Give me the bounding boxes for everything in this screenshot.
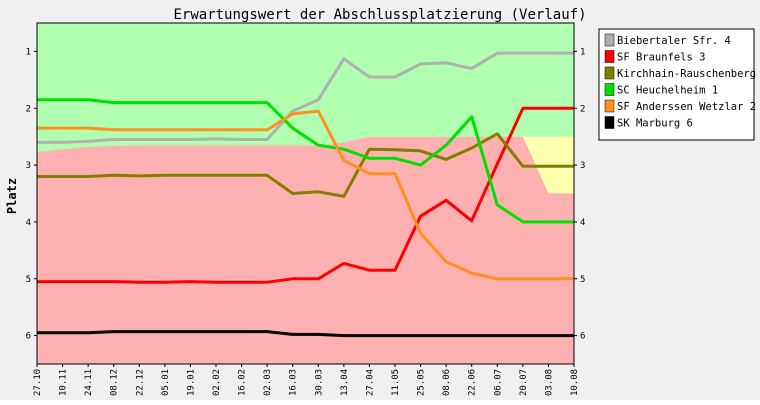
series-line-3 [37,132,574,198]
series-line-2 [37,106,574,284]
legend-label-3: Kirchhain-Rauschenberg [617,68,756,80]
series-line-4 [37,98,574,224]
legend: Biebertaler Sfr. 4 SF Braunfels 3 Kirchhai… [598,28,756,141]
y-axis-label: Platz [5,178,19,214]
x-tick-label: 08.06 [442,369,452,396]
x-tick-label: 06.07 [493,369,503,396]
x-tick-label: 02.03 [263,369,273,396]
y-tick-label-right: 2 [580,104,585,114]
legend-label-5: SF Anderssen Wetzlar 2 [617,101,756,113]
x-tick-label: 10.11 [59,369,69,396]
y-tick-label-left: 3 [26,161,31,171]
x-tick-label: 03.08 [544,369,554,396]
y-tick-label-right: 5 [580,275,585,285]
x-tick-label: 25.05 [417,369,427,396]
legend-label-1: Biebertaler Sfr. 4 [617,35,731,47]
legend-swatch-5 [604,99,615,113]
x-tick-label: 16.03 [289,369,299,396]
x-tick-label: 16.02 [238,369,248,396]
y-tick-label-left: 4 [26,218,31,228]
legend-swatch-1 [604,33,615,47]
legend-label-4: SC Heuchelheim 1 [617,85,718,97]
x-tick-label: 08.12 [110,369,120,396]
x-tick-label: 22.12 [135,369,145,396]
x-tick-label: 20.07 [519,369,529,396]
x-tick-label: 27.04 [365,369,375,396]
legend-swatch-3 [604,66,615,80]
series-layer [37,51,574,338]
y-tick-label-left: 2 [26,104,31,114]
yticks-layer: 1 1 2 2 3 3 4 4 5 5 6 6 [26,47,586,341]
y-tick-label-right: 6 [580,332,585,342]
plot-frame [36,22,575,365]
chart-title: Erwartungswert der Abschlussplatzierung … [173,7,586,23]
y-tick-label-right: 4 [580,218,585,228]
y-tick-label-left: 6 [26,332,31,342]
x-tick-label: 24.11 [84,369,94,396]
zone-aufstieg [37,23,574,153]
legend-box [598,28,755,141]
x-tick-label: 22.06 [468,369,478,396]
x-tick-label: 11.05 [391,369,401,396]
xticks-layer: 27.10 10.11 24.11 08.12 22.12 05.01 19.01 02.02… [33,364,580,396]
legend-label-6: SK Marburg 6 [617,118,693,130]
series-line-5 [37,109,574,281]
y-tick-label-left: 1 [26,47,31,57]
x-tick-label: 10.08 [570,369,580,396]
series-line-1 [37,51,574,144]
x-tick-label: 02.02 [212,369,222,396]
y-tick-label-right: 3 [580,161,585,171]
x-tick-label: 30.03 [314,369,324,396]
legend-label-2: SF Braunfels 3 [617,52,706,64]
x-tick-label: 19.01 [186,369,196,396]
x-tick-label: 27.10 [33,369,43,396]
x-tick-label: 13.04 [340,369,350,396]
x-tick-label: 05.01 [161,369,171,396]
legend-swatch-6 [604,116,615,129]
y-tick-label-left: 5 [26,275,31,285]
series-line-6 [37,330,574,338]
legend-swatch-4 [604,83,615,96]
y-tick-label-right: 1 [580,47,585,57]
legend-swatch-2 [604,50,615,63]
